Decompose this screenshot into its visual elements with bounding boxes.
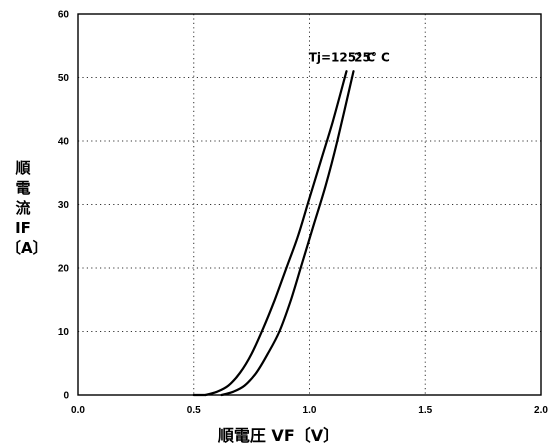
grid-lines	[78, 14, 541, 395]
y-axis-label-line: 〔A〕	[6, 239, 48, 257]
y-tick-label: 50	[58, 73, 70, 84]
x-axis-label: 順電圧 VF〔V〕	[217, 426, 340, 445]
y-axis-label-line: IF	[15, 219, 31, 237]
y-tick-label: 30	[58, 200, 70, 211]
x-tick-label: 2.0	[534, 405, 548, 416]
annotations: Tj=125° C25° C	[309, 51, 390, 65]
y-tick-label: 40	[58, 137, 70, 148]
y-axis-label-line: 流	[15, 199, 31, 217]
y-tick-label: 20	[58, 264, 70, 275]
y-axis-label-line: 電	[15, 179, 31, 197]
x-tick-label: 0.5	[187, 405, 201, 416]
x-tick-label: 1.5	[418, 405, 432, 416]
y-tick-label: 60	[58, 10, 70, 21]
series-group	[192, 70, 355, 397]
series-annotation: 25° C	[354, 51, 390, 65]
x-tick-label: 1.0	[303, 405, 317, 416]
plot-frame	[77, 13, 542, 396]
y-axis-label: 順 電 流 IF 〔A〕	[6, 158, 48, 258]
series-annotation: Tj=125° C	[309, 51, 376, 65]
y-axis-label-line: 順	[15, 159, 31, 177]
series-line-1	[220, 70, 355, 397]
series-line-0	[204, 70, 348, 397]
y-tick-labels: 0 10 20 30 40 50 60	[58, 10, 70, 402]
y-tick-label: 0	[63, 391, 69, 402]
y-tick-label: 10	[58, 327, 70, 338]
x-tick-labels: 0.0 0.5 1.0 1.5 2.0	[71, 405, 548, 416]
x-tick-label: 0.0	[71, 405, 85, 416]
